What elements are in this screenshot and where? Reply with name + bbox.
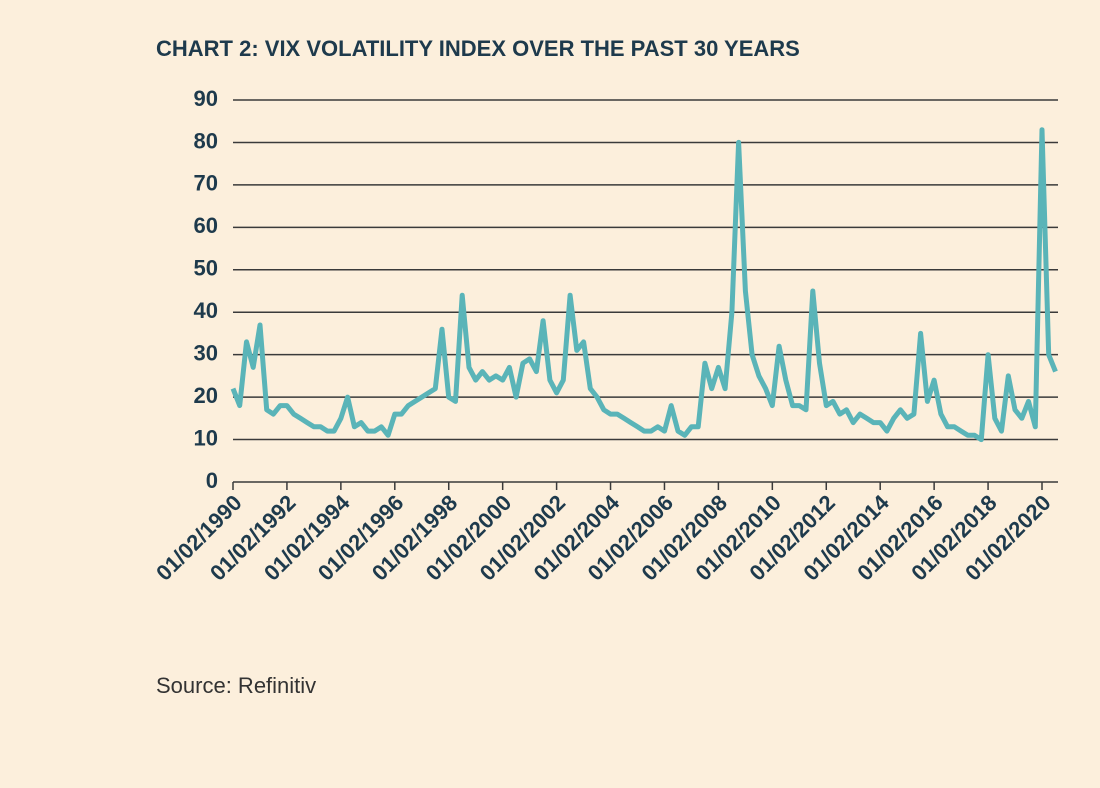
y-tick-label: 50: [194, 256, 218, 281]
y-tick-label: 40: [194, 298, 218, 323]
y-tick-label: 70: [194, 171, 218, 196]
y-tick-label: 10: [194, 425, 218, 450]
chart-title: CHART 2: VIX VOLATILITY INDEX OVER THE P…: [156, 36, 800, 61]
y-tick-label: 90: [194, 86, 218, 111]
y-tick-label: 80: [194, 128, 218, 153]
y-tick-label: 30: [194, 340, 218, 365]
y-tick-label: 20: [194, 383, 218, 408]
y-tick-label: 60: [194, 213, 218, 238]
y-tick-label: 0: [206, 468, 218, 493]
line: [230, 127, 1058, 443]
source: Source: Refinitiv: [156, 673, 316, 698]
